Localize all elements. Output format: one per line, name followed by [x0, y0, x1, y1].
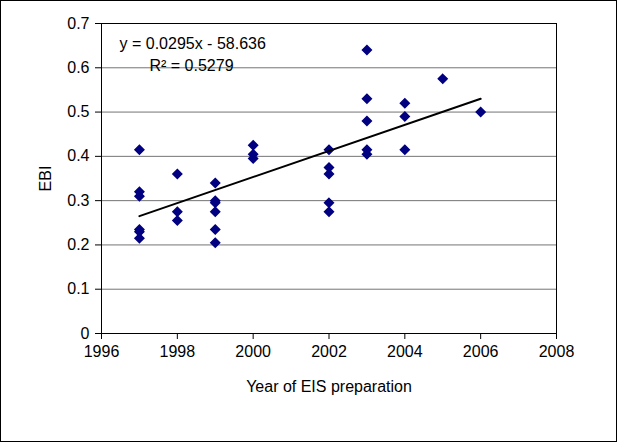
svg-text:y = 0.0295x - 58.636: y = 0.0295x - 58.636 [120, 35, 266, 52]
svg-text:2008: 2008 [539, 343, 575, 360]
svg-text:0.3: 0.3 [67, 192, 89, 209]
svg-text:0.4: 0.4 [67, 147, 89, 164]
svg-text:2002: 2002 [311, 343, 347, 360]
svg-text:0.5: 0.5 [67, 103, 89, 120]
svg-text:2006: 2006 [463, 343, 499, 360]
svg-text:1998: 1998 [160, 343, 196, 360]
svg-text:0.1: 0.1 [67, 280, 89, 297]
svg-text:0.6: 0.6 [67, 59, 89, 76]
svg-text:2000: 2000 [235, 343, 271, 360]
svg-text:R² = 0.5279: R² = 0.5279 [150, 57, 234, 74]
svg-text:2004: 2004 [387, 343, 423, 360]
svg-text:1996: 1996 [84, 343, 120, 360]
svg-text:EBI: EBI [37, 166, 54, 192]
svg-text:Year of EIS preparation: Year of EIS preparation [246, 378, 412, 395]
svg-text:0.7: 0.7 [67, 15, 89, 32]
svg-text:0: 0 [81, 325, 90, 342]
svg-text:0.2: 0.2 [67, 236, 89, 253]
